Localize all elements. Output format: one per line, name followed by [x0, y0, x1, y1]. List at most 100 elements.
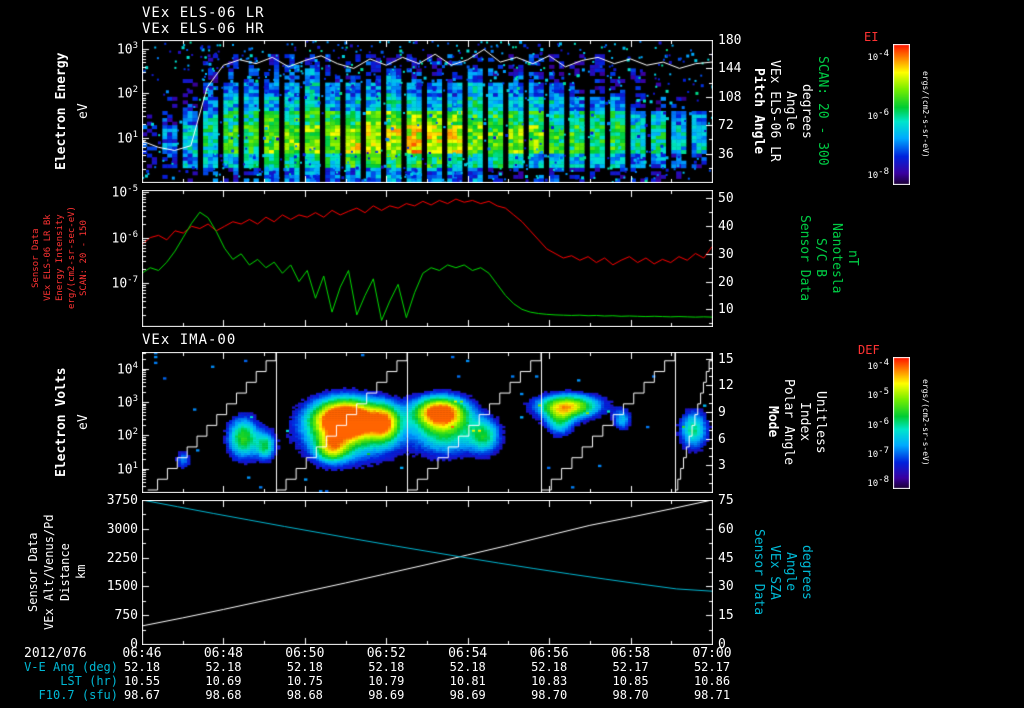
info-row-value: 52.18 — [449, 660, 486, 674]
p1-degrees-label: degrees — [799, 83, 814, 139]
p3-ytick-label: 103 — [116, 394, 138, 411]
info-row-value: 98.68 — [205, 688, 242, 702]
info-row-value: 10.69 — [205, 674, 242, 688]
info-row-value: 10.85 — [612, 674, 649, 688]
p2-left-label-1: Sensor Data — [31, 228, 41, 288]
time-tick-label: 06:52 — [366, 646, 406, 661]
p4-sza-label: VEx SZA — [767, 544, 782, 600]
date-label: 2012/076 — [24, 646, 87, 661]
p1-right-axis-label: Pitch Angle — [751, 67, 766, 155]
info-row-value: 52.18 — [205, 660, 242, 674]
p3-right-tick-label: 9 — [718, 405, 726, 420]
def-colorbar-title: DEF — [858, 343, 880, 357]
colorbar-ei-tick-label: 10-4 — [867, 49, 889, 64]
p3-y-axis-units-label: eV — [76, 414, 91, 430]
p2-right-tick-label: 50 — [718, 191, 734, 207]
p3-ytick-label: 101 — [116, 460, 138, 477]
info-row-value: 10.55 — [123, 674, 161, 688]
info-row-value: 10.83 — [531, 674, 568, 688]
p2-right-units-label: nT — [845, 250, 860, 266]
p4-ytick-label: 3750 — [106, 493, 138, 508]
info-row-value: 52.17 — [612, 660, 649, 674]
p2-right-tick-label: 40 — [718, 219, 734, 235]
info-row-value: 52.17 — [693, 660, 731, 674]
info-row-value: 10.81 — [449, 674, 486, 688]
colorbar-ei-tick-label: 10-8 — [867, 166, 889, 181]
p1-right-tick-label: 144 — [718, 61, 742, 77]
p4-left-label-2: VEx Alt/Venus/Pd — [42, 514, 56, 630]
p4-right-tick-label: 45 — [718, 550, 734, 566]
p2-left-units-label: erg/(cm2-sr-sec-eV) — [67, 206, 77, 310]
p4-right-tick-label: 75 — [718, 493, 734, 508]
title-els-lr: VEx ELS-06 LR — [142, 5, 265, 21]
info-row-value: 98.69 — [368, 688, 405, 702]
p1-right-tick-label: 108 — [718, 89, 742, 105]
info-row-value: 52.18 — [531, 660, 568, 674]
colorbar-def-tick-label: 10-5 — [867, 387, 889, 402]
p1-instrument-label: VEx ELS-06 LR — [767, 60, 782, 162]
p3-right-tick-label: 6 — [718, 431, 726, 447]
colorbar-def-tick-label: 10-6 — [867, 416, 889, 431]
p4-left-label-1: Sensor Data — [26, 532, 40, 612]
p1-right-tick-label: 180 — [718, 33, 742, 48]
def-colorbar-units-label: ergs/(cm2-sr-s-eV) — [921, 379, 930, 466]
time-tick-label: 06:50 — [285, 646, 325, 661]
def-colorbar — [893, 357, 910, 489]
p2-ytick-label: 10-5 — [111, 184, 139, 201]
p4-right-label-1: Sensor Data — [751, 528, 766, 616]
p1-ytick-label: 103 — [116, 40, 138, 58]
p1-y-axis-units-label: eV — [76, 103, 91, 119]
p4-right-tick-label: 0 — [718, 637, 726, 652]
p4-ytick-label: 1500 — [106, 579, 138, 595]
info-row-label: LST (hr) — [60, 674, 118, 688]
info-row-label: F10.7 (sfu) — [38, 688, 118, 702]
time-tick-label: 06:48 — [203, 646, 243, 661]
p4-ytick-label: 0 — [130, 637, 138, 652]
p4-degrees-label: degrees — [799, 544, 814, 600]
time-tick-label: 06:56 — [529, 646, 569, 661]
ei-colorbar-title: EI — [864, 30, 879, 44]
info-row-value: 98.67 — [123, 688, 161, 702]
p4-right-tick-label: 60 — [718, 521, 734, 537]
info-row-value: 52.18 — [368, 660, 405, 674]
els-spectrogram-panel — [142, 40, 713, 183]
p4-distance-label: Distance — [58, 543, 72, 601]
ei-colorbar-units-label: ergs/(cm2-s-sr-eV) — [921, 70, 930, 158]
info-row-value: 10.79 — [368, 674, 405, 688]
p1-y-axis-label: Electron Energy — [54, 52, 69, 170]
p2-right-tick-label: 30 — [718, 246, 734, 262]
p1-scan-label: SCAN: 20 - 300 — [815, 56, 830, 166]
p1-right-tick-label: 72 — [718, 118, 734, 134]
p3-right-tick-label: 15 — [718, 351, 734, 367]
p4-ytick-label: 3000 — [106, 521, 138, 537]
p3-y-axis-label: Electron Volts — [54, 367, 69, 477]
p2-right-label-2: S/C B — [813, 238, 828, 278]
ima-spectrogram-panel — [142, 352, 713, 493]
p1-right-tick-label: 36 — [718, 146, 734, 162]
p2-left-label-3: Energy Intensity — [55, 214, 65, 302]
p2-ytick-label: 10-6 — [111, 229, 139, 246]
ei-colorbar — [893, 44, 910, 185]
p1-ytick-label: 101 — [116, 129, 138, 146]
info-row-value: 98.71 — [693, 688, 731, 702]
p1-ytick-label: 102 — [116, 85, 138, 102]
colorbar-ei-tick-label: 10-6 — [867, 108, 889, 122]
p4-right-tick-label: 15 — [718, 608, 734, 624]
info-row-value: 98.69 — [449, 688, 486, 702]
time-tick-label: 06:54 — [448, 646, 488, 661]
p3-right-tick-label: 12 — [718, 378, 734, 394]
p3-index-label: Index — [797, 402, 812, 442]
p4-km-label: km — [74, 564, 88, 580]
altitude-sza-panel — [142, 500, 713, 645]
p3-ytick-label: 102 — [116, 427, 138, 444]
title-ima: VEx IMA-00 — [142, 332, 237, 348]
p3-mode-label: Mode — [765, 406, 780, 438]
p2-left-label-2: VEx ELS-06 LR Bk — [43, 214, 53, 302]
p3-polar-angle-label: Polar Angle — [781, 378, 796, 466]
info-row-value: 98.70 — [531, 688, 568, 702]
time-tick-label: 07:00 — [692, 646, 732, 661]
info-row-label: V-E Ang (deg) — [24, 660, 118, 674]
p2-right-tick-label: 10 — [718, 302, 734, 318]
info-row-value: 10.75 — [286, 674, 323, 688]
